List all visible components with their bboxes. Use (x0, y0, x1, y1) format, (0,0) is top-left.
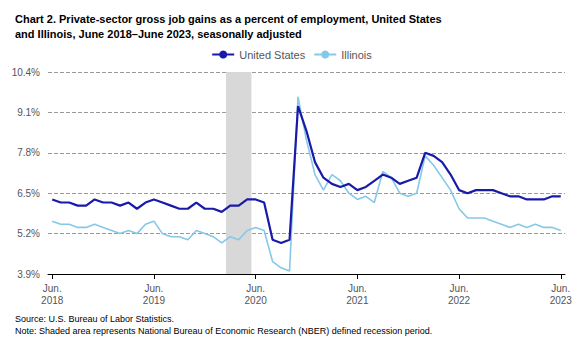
svg-text:2022: 2022 (448, 295, 471, 306)
svg-text:Jun.: Jun. (348, 283, 367, 294)
svg-text:6.5%: 6.5% (17, 188, 40, 199)
svg-text:United States: United States (239, 49, 306, 61)
svg-text:and Illinois, June 2018–June 2: and Illinois, June 2018–June 2023, seaso… (15, 28, 302, 40)
svg-text:10.4%: 10.4% (12, 67, 40, 78)
svg-text:Illinois: Illinois (341, 49, 372, 61)
svg-text:Jun.: Jun. (551, 283, 570, 294)
svg-text:2020: 2020 (245, 295, 268, 306)
svg-text:5.2%: 5.2% (17, 228, 40, 239)
svg-text:Note: Shaded area represents N: Note: Shaded area represents National Bu… (15, 326, 432, 336)
svg-text:2019: 2019 (143, 295, 166, 306)
svg-text:Jun.: Jun. (450, 283, 469, 294)
svg-text:2021: 2021 (346, 295, 369, 306)
svg-text:3.9%: 3.9% (17, 269, 40, 280)
svg-text:Jun.: Jun. (246, 283, 265, 294)
svg-text:Jun.: Jun. (144, 283, 163, 294)
svg-text:Chart 2. Private-sector gross: Chart 2. Private-sector gross job gains … (15, 13, 442, 25)
svg-text:Jun.: Jun. (43, 283, 62, 294)
svg-text:9.1%: 9.1% (17, 107, 40, 118)
svg-text:Source: U.S. Bureau of Labor S: Source: U.S. Bureau of Labor Statistics. (15, 314, 174, 324)
svg-text:7.8%: 7.8% (17, 147, 40, 158)
svg-text:2018: 2018 (41, 295, 64, 306)
svg-text:2023: 2023 (550, 295, 573, 306)
